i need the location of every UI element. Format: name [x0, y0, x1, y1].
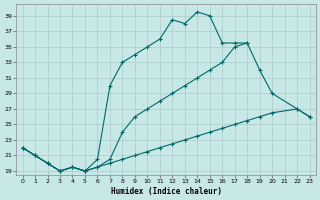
X-axis label: Humidex (Indice chaleur): Humidex (Indice chaleur) [111, 187, 221, 196]
